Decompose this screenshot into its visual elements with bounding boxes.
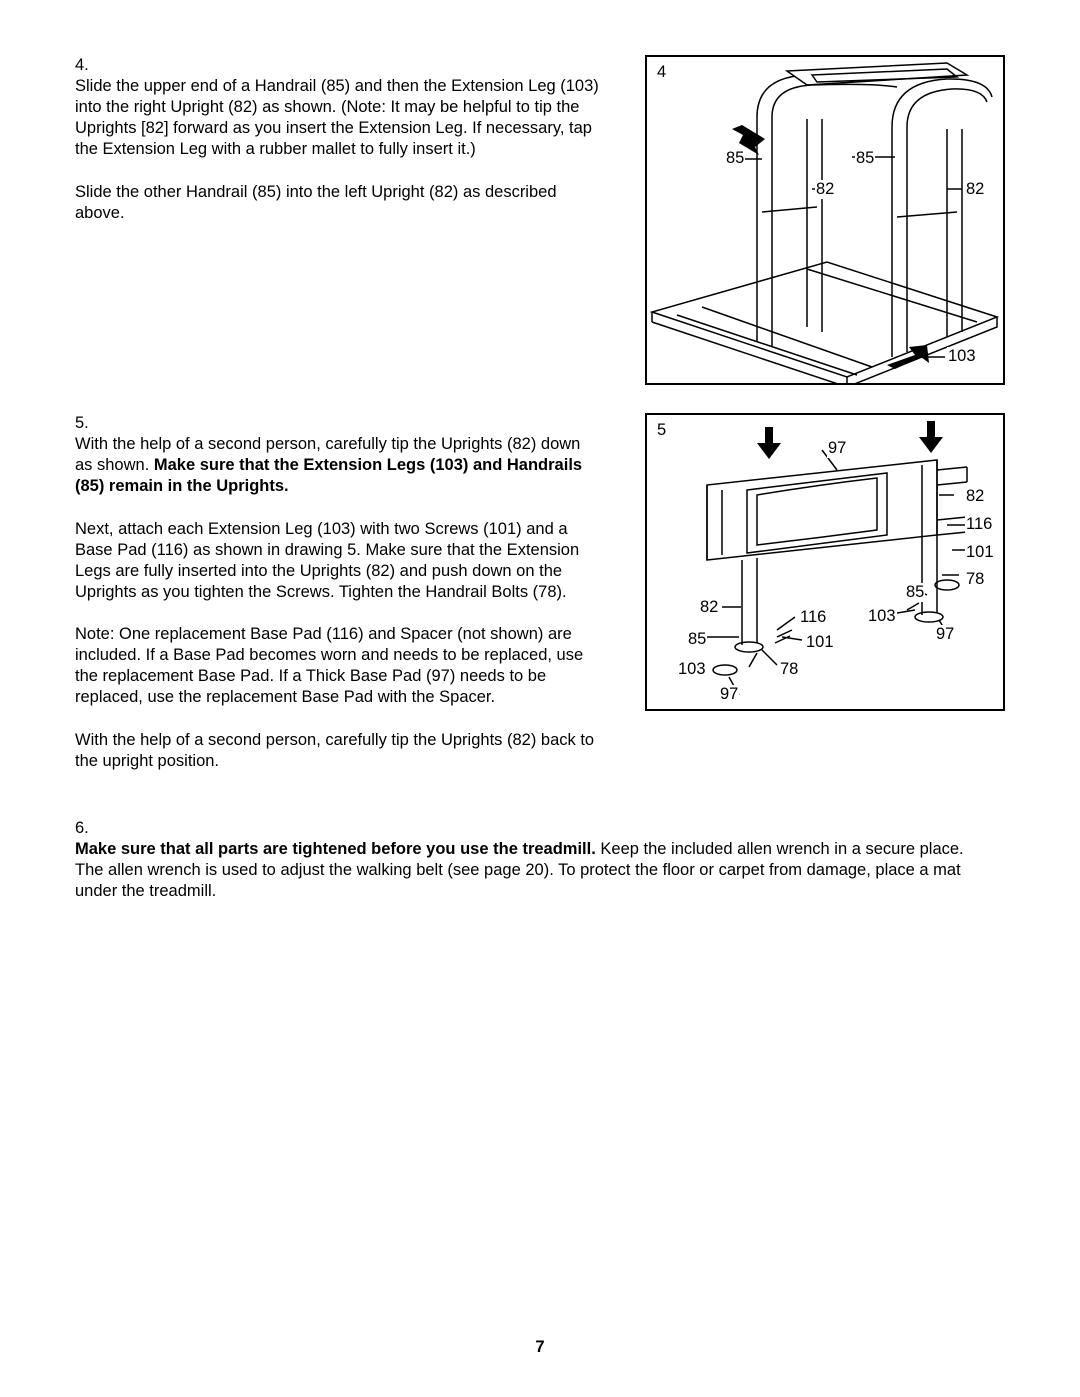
fig5-c97-left: 97	[719, 685, 739, 704]
step-5-p2: Next, attach each Extension Leg (103) wi…	[75, 520, 579, 601]
page-number: 7	[0, 1338, 1080, 1357]
step-6-number: 6.	[75, 818, 97, 839]
fig5-c101-right: 101	[965, 543, 995, 562]
figure-5-box: 5	[645, 413, 1005, 711]
fig5-c101-left: 101	[805, 633, 835, 652]
fig5-c78-left: 78	[779, 660, 799, 679]
fig5-c85-left: 85	[687, 630, 707, 649]
figure-4-col: 4	[645, 55, 1005, 385]
fig4-callout-103: 103	[947, 347, 977, 366]
fig5-c78-right: 78	[965, 570, 985, 589]
figure-5-label: 5	[657, 421, 666, 440]
step-4-para-2: Slide the other Handrail (85) into the l…	[75, 183, 557, 222]
step-4-number: 4.	[75, 55, 97, 76]
fig4-callout-82-right: 82	[965, 180, 985, 199]
step-5-number: 5.	[75, 413, 97, 434]
figure-4-svg	[647, 57, 1003, 383]
fig4-callout-85-left: 85	[725, 149, 745, 168]
step-5-row: 5. With the help of a second person, car…	[75, 413, 1005, 790]
fig5-c82-left: 82	[699, 598, 719, 617]
figure-5-col: 5	[645, 413, 1005, 711]
fig5-c97-top: 97	[827, 439, 847, 458]
step-5-p3: Note: One replacement Base Pad (116) and…	[75, 625, 583, 706]
fig5-c103-right: 103	[867, 607, 897, 626]
step-4-para-1: Slide the upper end of a Handrail (85) a…	[75, 77, 599, 158]
step-6-row: 6. Make sure that all parts are tightene…	[75, 818, 1005, 920]
fig5-c116-left: 116	[799, 608, 827, 627]
step-4-row: 4. Slide the upper end of a Handrail (85…	[75, 55, 1005, 385]
step-5-p4: With the help of a second person, carefu…	[75, 731, 594, 770]
fig5-c82-right: 82	[965, 487, 985, 506]
fig5-c97-right: 97	[935, 625, 955, 644]
fig5-c116-right: 116	[965, 515, 993, 534]
fig5-c85-right: 85	[905, 583, 925, 602]
step-6-p1a: Make sure that all parts are tightened b…	[75, 840, 596, 858]
fig5-c103-left: 103	[677, 660, 707, 679]
fig4-callout-82-left: 82	[815, 180, 835, 199]
step-4-text: 4. Slide the upper end of a Handrail (85…	[75, 55, 645, 242]
fig4-callout-85-right: 85	[855, 149, 875, 168]
step-5-text: 5. With the help of a second person, car…	[75, 413, 645, 790]
figure-4-label: 4	[657, 63, 666, 82]
figure-4-box: 4	[645, 55, 1005, 385]
